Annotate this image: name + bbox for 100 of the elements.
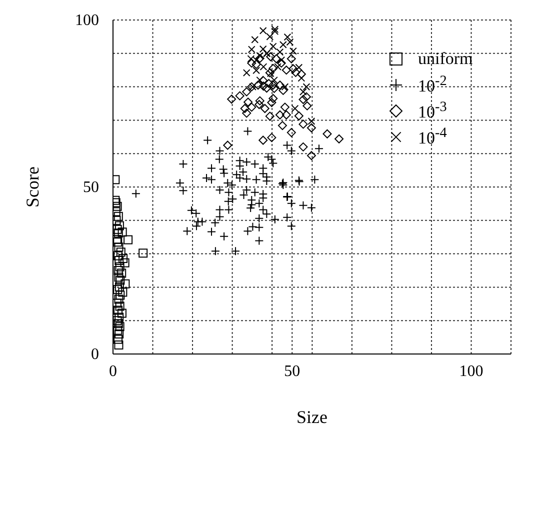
- point: [242, 108, 252, 118]
- point: [271, 28, 279, 36]
- point: [114, 266, 123, 275]
- point: [113, 326, 122, 335]
- point: [235, 91, 244, 100]
- point: [124, 235, 133, 244]
- point: [259, 26, 267, 34]
- point: [114, 228, 123, 238]
- point: [116, 290, 125, 300]
- point: [223, 140, 232, 150]
- point: [114, 256, 124, 265]
- x-tick-label: 50: [284, 363, 300, 380]
- point: [113, 202, 122, 211]
- point: [114, 319, 123, 328]
- point: [288, 64, 298, 74]
- point: [295, 64, 303, 72]
- point: [302, 92, 311, 102]
- point: [114, 272, 124, 282]
- point: [114, 242, 124, 252]
- point: [113, 238, 122, 247]
- point: [114, 282, 124, 292]
- point: [113, 224, 122, 234]
- point: [113, 216, 121, 225]
- point: [115, 302, 124, 311]
- y-tick-label: 50: [83, 179, 99, 196]
- point: [268, 94, 278, 103]
- point: [308, 118, 316, 125]
- point: [289, 47, 297, 55]
- point: [274, 63, 282, 70]
- point: [255, 96, 264, 106]
- point: [118, 254, 128, 263]
- point: [116, 248, 126, 257]
- point: [256, 76, 264, 84]
- point: [291, 104, 299, 112]
- point: [298, 94, 308, 104]
- point: [298, 142, 308, 152]
- point: [302, 83, 310, 90]
- point: [116, 276, 125, 285]
- point: [282, 110, 291, 120]
- point: [267, 133, 276, 142]
- point: [268, 64, 278, 73]
- point: [120, 258, 130, 268]
- point: [270, 76, 278, 84]
- point: [275, 110, 284, 120]
- point: [322, 129, 332, 138]
- legend-label: 10$^{-3}$: [418, 99, 447, 123]
- point: [284, 33, 292, 41]
- point: [262, 84, 272, 93]
- point: [113, 285, 122, 294]
- x-axis-title: Size: [296, 407, 328, 427]
- point: [259, 45, 267, 53]
- x-tick-label: 0: [109, 363, 117, 380]
- point: [114, 334, 123, 344]
- point: [334, 134, 344, 144]
- point: [113, 316, 122, 326]
- y-tick-label: 0: [91, 346, 99, 363]
- point: [291, 68, 300, 77]
- point: [114, 329, 124, 338]
- point: [260, 63, 268, 70]
- point: [281, 83, 289, 90]
- point: [278, 86, 288, 95]
- point: [278, 56, 286, 64]
- point: [276, 48, 284, 56]
- point: [242, 87, 252, 96]
- point: [254, 100, 264, 109]
- point: [227, 94, 236, 104]
- point: [286, 54, 296, 64]
- point: [120, 279, 130, 288]
- point: [267, 98, 276, 107]
- point: [248, 46, 256, 54]
- point: [247, 102, 256, 112]
- legend-label: uniform: [418, 49, 473, 69]
- point: [300, 88, 307, 96]
- point: [270, 84, 279, 93]
- point: [249, 83, 256, 90]
- x-tick-label: 100: [459, 363, 484, 380]
- point: [114, 212, 123, 221]
- point: [258, 82, 268, 91]
- point: [115, 262, 124, 272]
- point: [294, 111, 304, 120]
- legend-label: 10$^{-4}$: [418, 125, 447, 149]
- point: [298, 120, 308, 129]
- point: [247, 82, 256, 92]
- point: [244, 98, 253, 107]
- point: [282, 66, 291, 75]
- point: [114, 340, 124, 350]
- point: [240, 104, 250, 114]
- point: [266, 33, 274, 40]
- point: [138, 248, 148, 258]
- point: [265, 112, 274, 121]
- point: [114, 294, 124, 304]
- y-tick-label: 100: [75, 12, 99, 29]
- point: [302, 101, 312, 110]
- point: [118, 228, 127, 237]
- point: [306, 123, 316, 132]
- point: [286, 128, 296, 138]
- point: [117, 308, 126, 318]
- point: [271, 26, 279, 34]
- point: [276, 58, 286, 68]
- point: [114, 221, 124, 230]
